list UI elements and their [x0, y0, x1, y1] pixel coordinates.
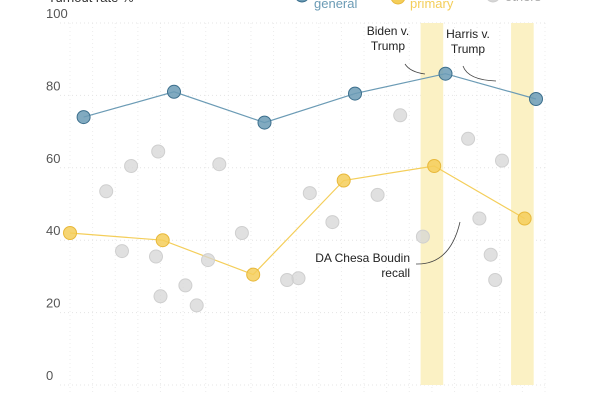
general-line — [83, 73, 537, 124]
legend-label: others — [505, 0, 542, 4]
annotation-label: recall — [381, 266, 410, 280]
primary-point — [427, 159, 442, 173]
others-point — [149, 249, 163, 264]
others-point — [325, 215, 340, 230]
primary-point — [246, 267, 261, 282]
annotation-label: Trump — [451, 42, 486, 56]
others-point — [178, 278, 193, 293]
others-point — [234, 226, 249, 240]
legend-swatch — [296, 0, 308, 3]
others-point — [189, 298, 204, 313]
others-point — [115, 244, 129, 259]
y-tick-label: 0 — [46, 368, 53, 383]
annotation-label: DA Chesa Boudin — [315, 251, 410, 265]
highlight-band — [420, 23, 444, 385]
annotation-leader — [415, 221, 461, 265]
y-tick-label: 40 — [46, 223, 60, 238]
highlight-band — [511, 23, 534, 385]
grid — [60, 22, 546, 395]
others-point — [488, 273, 503, 287]
y-tick-label: 80 — [46, 78, 60, 93]
legend-label: primary — [410, 0, 454, 11]
general-point — [257, 115, 272, 130]
primary-point — [155, 233, 170, 248]
highlight-bands — [420, 23, 534, 385]
general-point — [76, 110, 91, 125]
others-point — [212, 157, 227, 172]
legend-swatch — [391, 0, 405, 5]
y-axis-ticks: 0 20 40 60 80 100 — [46, 6, 68, 383]
general-point — [438, 66, 453, 81]
legend: Turnout rate % general primary others — [48, 0, 542, 11]
others-point — [461, 131, 476, 146]
others-point — [472, 211, 487, 226]
annotation-label: Biden v. — [367, 24, 409, 38]
annotation-leader — [404, 63, 426, 75]
legend-swatch — [487, 0, 499, 3]
primary-point — [63, 226, 77, 240]
y-tick-label: 100 — [46, 6, 68, 21]
series-lines — [69, 73, 537, 276]
others-point — [280, 273, 295, 287]
general-point — [167, 84, 181, 99]
others-point — [370, 187, 385, 202]
others-point — [99, 184, 114, 199]
y-tick-label: 60 — [46, 151, 60, 166]
others-point — [495, 153, 509, 168]
annotation-label: Trump — [371, 39, 406, 53]
others-point — [124, 159, 139, 173]
general-point — [529, 92, 543, 106]
y-tick-label: 20 — [46, 296, 60, 311]
others-point — [201, 253, 215, 268]
primary-point — [517, 211, 532, 226]
others-point — [302, 186, 317, 201]
others-point — [291, 271, 306, 286]
others-point — [483, 247, 498, 262]
primary-line — [69, 165, 525, 276]
annotation-leader — [462, 65, 497, 82]
legend-label: general — [314, 0, 357, 11]
chart-title-partial: Turnout rate % — [48, 0, 134, 5]
others-point — [151, 144, 166, 159]
others-point — [393, 108, 408, 123]
primary-point — [336, 173, 351, 188]
others-point — [415, 229, 430, 244]
annotation-label: Harris v. — [446, 27, 490, 41]
others-point — [153, 289, 168, 304]
series-points — [63, 66, 543, 313]
general-point — [348, 86, 362, 101]
